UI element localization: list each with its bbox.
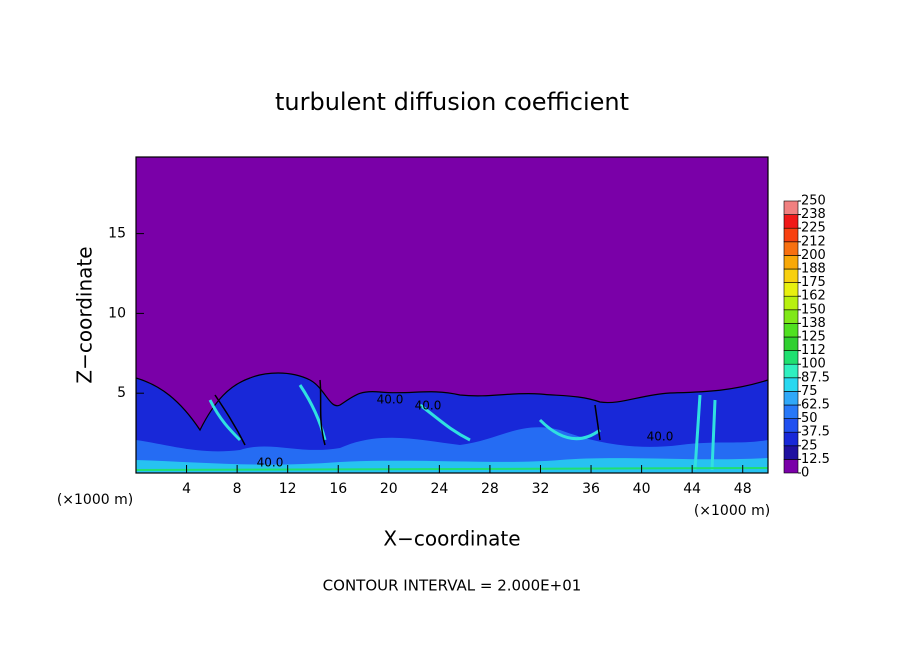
- colorbar-label: 12.5: [801, 452, 830, 467]
- colorbar-label: 125: [801, 330, 826, 345]
- colorbar-segment: [783, 295, 799, 311]
- x-tick-label: 20: [380, 481, 398, 497]
- colorbar-label: 238: [801, 207, 826, 222]
- colorbar-label: 62.5: [801, 398, 830, 413]
- y-axis-label: Z−coordinate: [73, 246, 97, 383]
- colorbar-segment: [783, 227, 799, 243]
- x-tick-label: 36: [582, 481, 600, 497]
- colorbar-label: 212: [801, 234, 826, 249]
- x-tick-label: 8: [233, 481, 242, 497]
- footer-note: CONTOUR INTERVAL = 2.000E+01: [323, 577, 582, 595]
- chart-title: turbulent diffusion coefficient: [275, 88, 629, 116]
- y-tick-label: 5: [117, 385, 126, 401]
- colorbar-segment: [783, 391, 799, 406]
- x-tick-label: 40: [633, 481, 651, 497]
- x-axis-label: X−coordinate: [383, 527, 520, 551]
- colorbar-segment: [783, 200, 799, 215]
- colorbar-segment: [783, 336, 799, 351]
- colorbar-label: 188: [801, 262, 826, 277]
- colorbar-label: 250: [801, 194, 826, 209]
- colorbar-label: 150: [801, 302, 826, 317]
- contour-label: 40.0: [257, 456, 284, 470]
- colorbar-segment: [783, 309, 799, 324]
- colorbar-segment: [783, 445, 799, 460]
- colorbar-segment: [783, 377, 799, 392]
- colorbar-label: 162: [801, 289, 826, 304]
- colorbar-segment: [783, 418, 799, 433]
- x-tick-label: 4: [182, 481, 191, 497]
- colorbar-label: 50: [801, 411, 818, 426]
- colorbar-segment: [783, 459, 799, 474]
- colorbar-label: 0: [801, 466, 809, 481]
- colorbar-segment: [783, 431, 799, 447]
- colorbar-label: 100: [801, 357, 826, 372]
- colorbar-segment: [783, 404, 799, 419]
- contour-field: [136, 157, 768, 473]
- colorbar-label: 25: [801, 438, 818, 453]
- x-unit: (×1000 m): [694, 503, 770, 519]
- colorbar-segment: [783, 255, 799, 270]
- x-unit: (×1000 m): [57, 492, 133, 508]
- colorbar-label: 200: [801, 248, 826, 263]
- contour-label: 40.0: [647, 430, 674, 444]
- contour-label: 40.0: [415, 399, 442, 413]
- colorbar-label: 112: [801, 343, 826, 358]
- y-tick-label: 15: [108, 226, 126, 242]
- x-tick-label: 44: [683, 481, 701, 497]
- colorbar-segment: [783, 323, 799, 338]
- contour-label: 40.0: [377, 393, 404, 407]
- colorbar-label: 175: [801, 275, 826, 290]
- colorbar-segment: [783, 268, 799, 283]
- colorbar-segment: [783, 363, 799, 379]
- y-tick-label: 10: [108, 305, 126, 321]
- colorbar-segment: [783, 350, 799, 365]
- colorbar-label: 75: [801, 384, 818, 399]
- colorbar-segment: [783, 241, 799, 256]
- colorbar-label: 37.5: [801, 425, 830, 440]
- colorbar-label: 138: [801, 316, 826, 331]
- colorbar-label: 87.5: [801, 370, 830, 385]
- x-tick-label: 16: [329, 481, 347, 497]
- x-tick-label: 48: [734, 481, 752, 497]
- colorbar-segment: [783, 214, 799, 229]
- x-tick-label: 28: [481, 481, 499, 497]
- plot-frame: [135, 156, 769, 474]
- colorbar-segment: [783, 282, 799, 297]
- x-tick-label: 32: [532, 481, 550, 497]
- colorbar-label: 225: [801, 221, 826, 236]
- x-tick-label: 24: [430, 481, 448, 497]
- x-tick-label: 12: [279, 481, 297, 497]
